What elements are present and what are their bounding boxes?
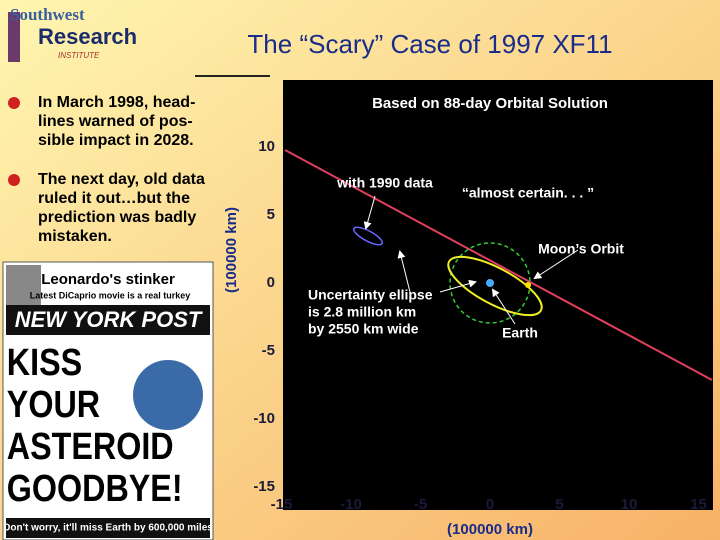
bullet-dot	[8, 174, 20, 186]
uncertainty-ellipse	[447, 255, 543, 317]
y-tick-label: -15	[253, 478, 275, 495]
x-tick-label: -10	[340, 496, 362, 513]
annotation: by 2550 km wide	[308, 321, 419, 337]
cover-line: GOODBYE!	[7, 468, 183, 510]
y-tick-label: -10	[253, 410, 275, 427]
arrow	[439, 279, 477, 293]
news-headline: Leonardo's stinker	[41, 271, 175, 288]
bullet-text: ruled it out…but the	[38, 190, 190, 207]
arrow	[363, 195, 376, 230]
y-tick-label: 5	[267, 206, 275, 223]
annotation: is 2.8 million km	[308, 304, 416, 320]
bullet-dot	[8, 97, 20, 109]
annotation: “almost certain. . . ”	[462, 185, 594, 201]
annotation: Moon’s Orbit	[538, 241, 624, 257]
annotation: Earth	[502, 325, 538, 341]
annotation: with 1990 data	[336, 175, 433, 191]
logo-mark	[8, 12, 20, 62]
bullet-text: In March 1998, head-	[38, 94, 195, 111]
cover-line: ASTEROID	[7, 426, 174, 468]
x-tick-label: 15	[690, 496, 707, 513]
x-tick-label: 5	[555, 496, 563, 513]
bullet-text: mistaken.	[38, 228, 112, 245]
logo-text: INSTITUTE	[58, 51, 100, 60]
bullet-text: sible impact in 2028.	[38, 132, 194, 149]
arrow	[491, 288, 516, 325]
bullet-text: lines warned of pos-	[38, 113, 193, 130]
footer-bar	[6, 518, 210, 538]
news-footer: Don't worry, it'll miss Earth by 600,000…	[3, 523, 213, 534]
earth-photo	[133, 360, 203, 430]
title: The “Scary” Case of 1997 XF11	[247, 29, 612, 59]
earth-dot	[486, 279, 494, 287]
bullet-text: The next day, old data	[38, 171, 205, 188]
arrow	[397, 250, 411, 293]
cover-line: YOUR	[7, 384, 100, 426]
logo-text: Southwest	[10, 5, 85, 24]
y-tick-label: -5	[262, 342, 275, 359]
plot-title: Based on 88-day Orbital Solution	[372, 95, 608, 112]
moon-dot	[525, 282, 531, 288]
cover-line: KISS	[7, 342, 82, 384]
x-tick-label: 10	[621, 496, 638, 513]
orbit-line	[284, 149, 713, 381]
masthead-bar	[6, 305, 210, 335]
y-tick-label: 10	[258, 138, 275, 155]
x-tick-label: -15	[271, 496, 293, 513]
y-tick-label: 0	[267, 274, 275, 291]
masthead: NEW YORK POST	[15, 307, 203, 332]
annotation: Uncertainty ellipse	[308, 287, 433, 303]
x-axis-label: (100000 km)	[447, 521, 533, 538]
x-tick-label: -5	[414, 496, 427, 513]
newspaper-photo	[6, 265, 41, 305]
logo-text: Research	[38, 24, 137, 49]
y-axis-label: (100000 km)	[223, 207, 240, 293]
arrow	[533, 249, 579, 280]
old-ellipse	[352, 226, 384, 246]
bullet-text: prediction was badly	[38, 209, 196, 226]
x-tick-label: 0	[486, 496, 494, 513]
news-subhead: Latest DiCaprio movie is a real turkey	[30, 290, 191, 300]
